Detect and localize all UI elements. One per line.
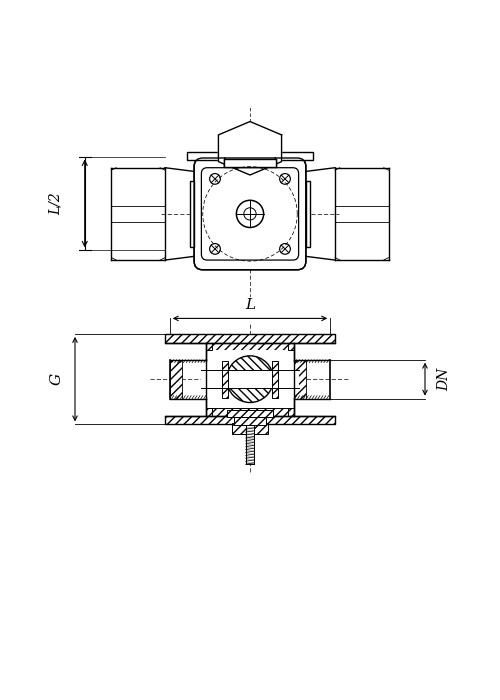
Bar [226,410,274,416]
Text: L: L [245,298,255,312]
Text: L/2: L/2 [48,192,62,215]
Bar [190,181,194,247]
Bar [232,424,268,434]
Bar [206,343,212,350]
Bar [165,416,335,424]
Bar [187,152,313,160]
Bar [206,408,294,416]
Bar [165,334,335,343]
Bar [165,334,335,343]
Bar [206,343,294,416]
Bar [294,360,306,398]
Bar [224,159,276,167]
Bar [246,426,254,464]
Text: G: G [50,373,64,385]
Bar [206,408,212,416]
Circle shape [226,356,274,402]
Bar [222,360,228,398]
Bar [306,181,310,247]
Bar [206,343,294,350]
Bar [202,370,298,388]
Bar [234,416,266,426]
Bar [272,360,278,398]
Polygon shape [218,122,282,175]
Bar [288,343,294,350]
Bar [165,416,335,424]
FancyBboxPatch shape [202,168,298,260]
Bar [170,360,182,398]
Bar [288,408,294,416]
Bar [206,350,294,408]
FancyBboxPatch shape [194,158,306,270]
Circle shape [244,208,256,220]
Text: DN: DN [438,368,452,391]
